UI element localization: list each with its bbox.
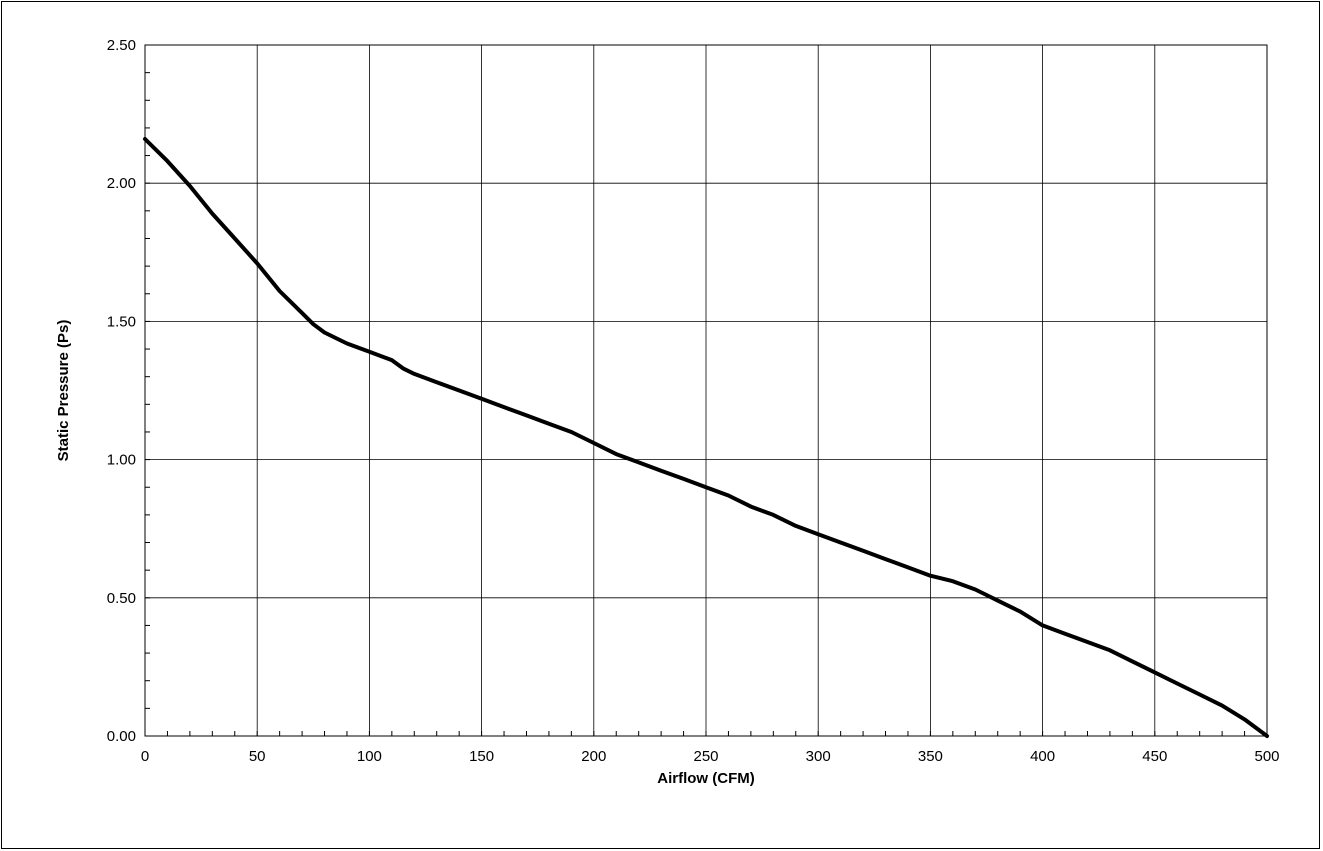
x-tick-label: 150	[469, 748, 494, 765]
y-tick-label: 0.00	[107, 728, 136, 745]
x-tick-labels: 0 50 100 150 200 250 300 350 400 450 500	[141, 748, 1280, 765]
y-axis-title: Static Pressure (Ps)	[55, 320, 72, 462]
x-tick-label: 450	[1142, 748, 1167, 765]
x-tick-label: 200	[581, 748, 606, 765]
x-tick-label: 400	[1030, 748, 1055, 765]
x-tick-label: 300	[806, 748, 831, 765]
y-tick-label: 2.50	[107, 37, 136, 54]
x-tick-label: 350	[918, 748, 943, 765]
x-tick-label: 50	[249, 748, 266, 765]
x-tick-label: 100	[357, 748, 382, 765]
x-axis-title: Airflow (CFM)	[657, 770, 754, 787]
x-tick-label: 500	[1254, 748, 1279, 765]
x-tick-label: 250	[693, 748, 718, 765]
minor-ticks	[144, 44, 1268, 737]
series-line	[143, 137, 1269, 738]
plot-area	[144, 44, 1268, 737]
grid	[144, 44, 1268, 737]
y-tick-labels: 0.00 0.50 1.00 1.50 2.00 2.50	[107, 37, 136, 745]
y-tick-label: 2.00	[107, 175, 136, 192]
y-tick-label: 1.00	[107, 452, 136, 469]
y-tick-label: 0.50	[107, 590, 136, 607]
y-tick-label: 1.50	[107, 313, 136, 330]
x-tick-label: 0	[141, 748, 149, 765]
